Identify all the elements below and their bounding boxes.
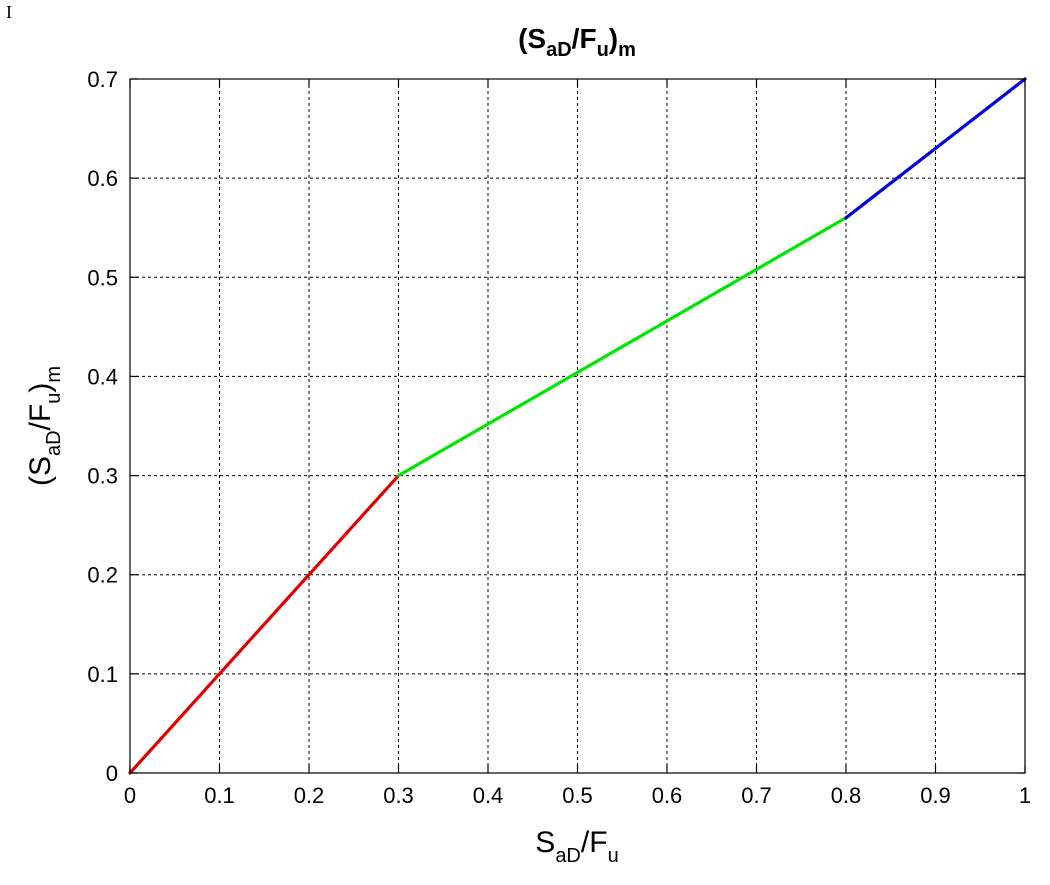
y-tick-label: 0	[106, 761, 118, 786]
x-tick-label: 0.6	[652, 783, 683, 808]
y-tick-label: 0.6	[87, 166, 118, 191]
y-tick-label: 0.3	[87, 464, 118, 489]
x-tick-label: 0.8	[831, 783, 862, 808]
grid	[130, 79, 1025, 773]
series-line-2	[396, 216, 848, 478]
corner-mark: I	[6, 2, 12, 22]
y-tick-label: 0.2	[87, 563, 118, 588]
x-tick-label: 1	[1019, 783, 1031, 808]
series-line-1	[128, 473, 401, 775]
x-tick-label: 0	[124, 783, 136, 808]
x-tick-label: 0.7	[741, 783, 772, 808]
x-tick-label: 0.5	[562, 783, 593, 808]
x-tick-label: 0.4	[473, 783, 504, 808]
x-axis-label: SaD/Fu	[535, 826, 618, 867]
chart-title: (SaD/Fu)m	[518, 23, 636, 61]
y-tick-label: 0.1	[87, 662, 118, 687]
x-tick-label: 0.3	[383, 783, 414, 808]
ticks	[129, 78, 1026, 774]
y-tick-label: 0.7	[87, 67, 118, 92]
series-line-3	[844, 77, 1027, 220]
x-tick-labels: 0 0.1 0.2 0.3 0.4 0.5 0.6 0.7 0.8 0.9 1	[124, 783, 1031, 808]
series-group	[128, 77, 1027, 775]
x-tick-label: 0.9	[920, 783, 951, 808]
x-tick-label: 0.1	[204, 783, 235, 808]
y-tick-label: 0.5	[87, 265, 118, 290]
y-tick-label: 0.4	[87, 364, 118, 389]
y-axis-label: (SaD/Fu)m	[24, 366, 65, 486]
y-tick-labels: 0 0.1 0.2 0.3 0.4 0.5 0.6 0.7	[87, 67, 118, 786]
x-tick-label: 0.2	[294, 783, 325, 808]
